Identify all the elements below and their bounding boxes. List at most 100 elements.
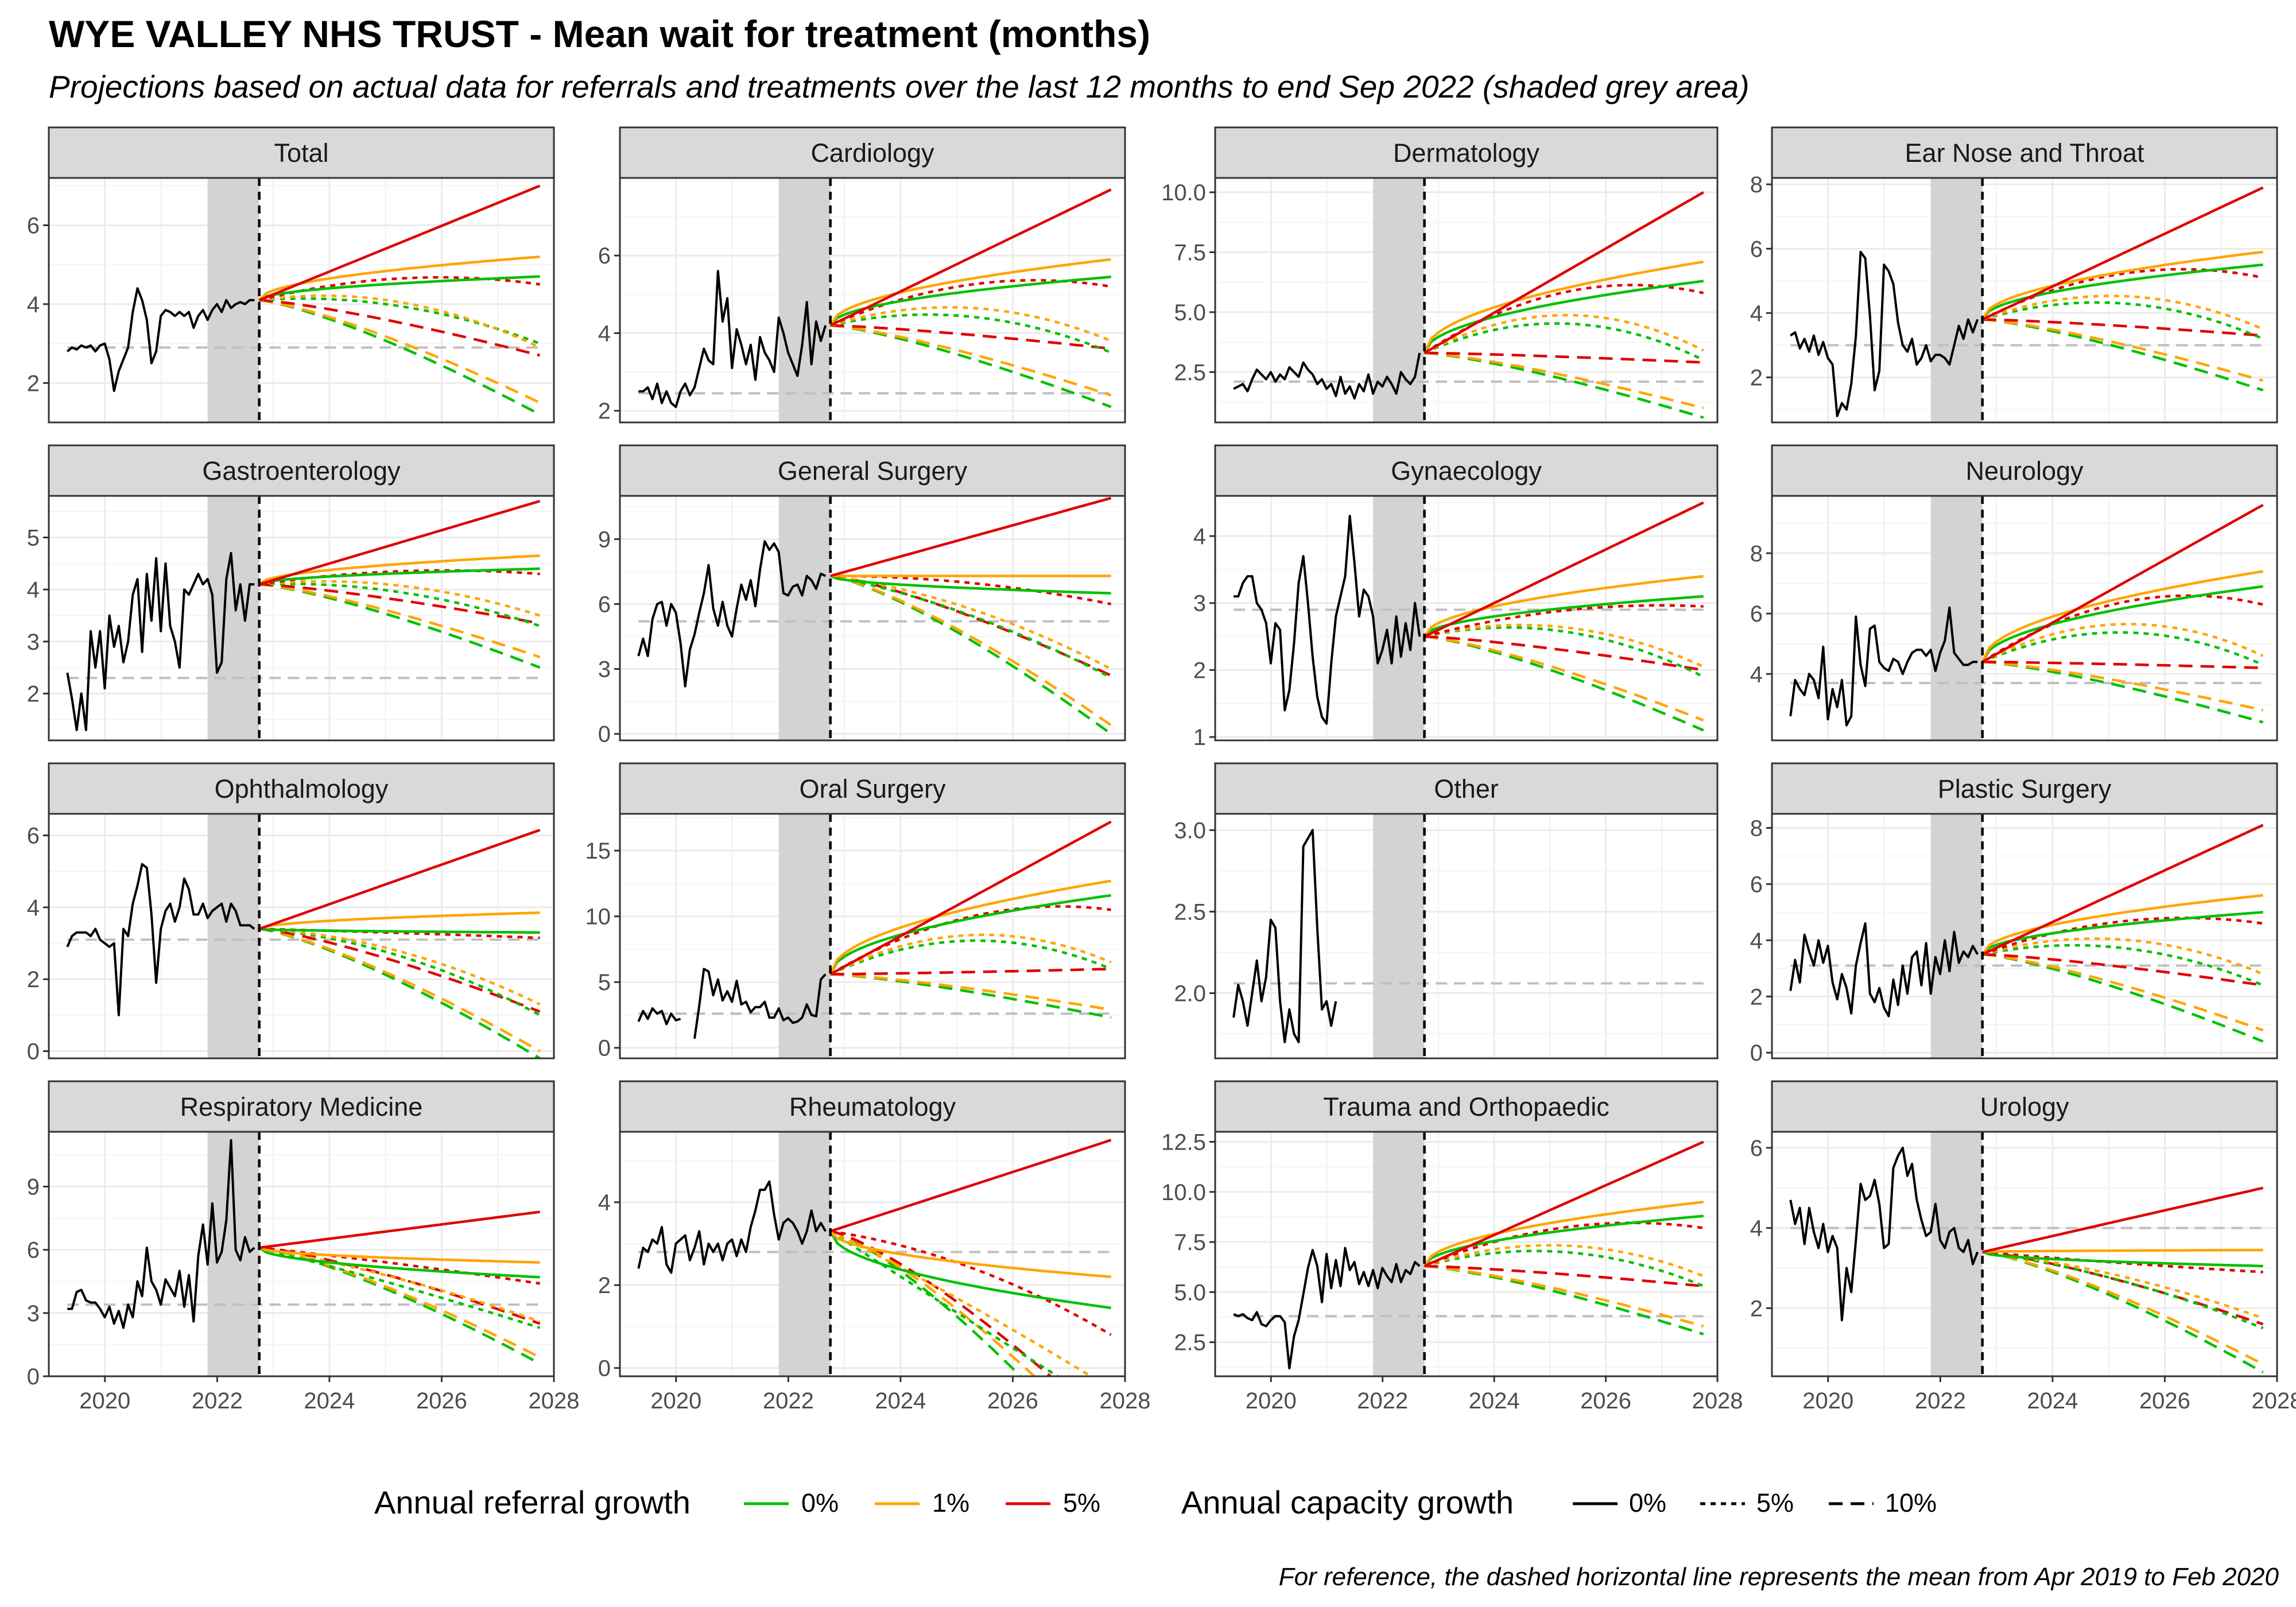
y-tick-label: 4 [27, 895, 40, 921]
facet-strip-label: Total [274, 138, 328, 168]
grid [1772, 814, 2277, 1058]
panel-border [1771, 813, 2278, 1059]
y-tick-label: 7.5 [1174, 1230, 1206, 1255]
x-tick-label: 2024 [2027, 1388, 2078, 1414]
y-tick-label: 4 [598, 1190, 611, 1216]
facet-strip-label: Respiratory Medicine [180, 1092, 423, 1121]
plot-area [637, 496, 1112, 740]
legend-referral-items: 0% 1% 5% [744, 1488, 1100, 1517]
plot-area [1233, 178, 1704, 422]
y-tick-label: 2.0 [1174, 981, 1206, 1006]
x-tick-label: 2026 [1580, 1388, 1631, 1414]
y-tick-label: 8 [1750, 172, 1763, 197]
projection-line-ref1-cap10 [1982, 661, 2264, 712]
y-tick-label: 0 [1750, 1041, 1763, 1066]
chart-subtitle: Projections based on actual data for ref… [49, 69, 1750, 104]
y-tick-label: 0 [598, 722, 611, 747]
facet-strip-label: Oral Surgery [799, 774, 946, 804]
panel-border [1771, 495, 2278, 742]
projection-line-ref1-cap10 [259, 927, 541, 1053]
projection-line-ref5-cap0 [259, 499, 541, 586]
facet-strip-label: Ophthalmology [215, 774, 389, 804]
panel-plastic-surgery: Plastic Surgery 0 2 4 6 8 [1750, 762, 2278, 1066]
projection-line-ref1-cap5 [1424, 313, 1704, 354]
facet-strip [1771, 444, 2278, 497]
projection-line-ref1-cap5 [259, 927, 541, 1006]
legend-label-ref-1pct: 1% [932, 1488, 969, 1517]
projection-line-ref0-cap5 [829, 939, 1112, 976]
projection-line-ref1-cap10 [259, 298, 541, 404]
projection-line-ref5-cap10 [259, 298, 541, 357]
legend-label-ref-0pct: 0% [801, 1488, 839, 1517]
projection-line-ref1-cap0 [258, 554, 540, 585]
projection-line-ref1-cap5 [259, 1246, 541, 1323]
y-tick-label: 6 [1750, 872, 1763, 897]
y-tick-label: 3 [598, 657, 611, 682]
projection-line-ref0-cap0 [829, 894, 1111, 975]
legend: Annual referral growth 0% 1% 5% Annual cap… [374, 1484, 1937, 1520]
x-tick-label: 2022 [192, 1388, 243, 1414]
projection-line-ref1-cap10 [830, 1230, 1037, 1376]
panel-other: Other 2.0 2.5 3.0 [1174, 762, 1719, 1059]
facet-strip [48, 1080, 555, 1133]
grid [49, 814, 554, 1058]
y-tick-label: 2 [27, 967, 40, 992]
y-tick-label: 2 [1750, 366, 1763, 391]
actual-series-line [66, 863, 255, 1016]
y-tick-label: 10.0 [1161, 1180, 1206, 1205]
projection-line-ref0-cap0 [259, 927, 540, 934]
grid [1772, 496, 2277, 740]
facet-strip [619, 126, 1126, 179]
plot-area [1232, 814, 1704, 1058]
facet-strip [1214, 1080, 1719, 1133]
x-tick-label: 2028 [529, 1388, 580, 1414]
projection-line-ref0-cap5 [259, 1246, 541, 1329]
y-tick-label: 4 [1750, 928, 1763, 953]
projection-line-ref5-cap10 [1424, 351, 1704, 364]
projection-line-ref5-cap0 [1981, 186, 2264, 321]
legend-capacity-items: 0% 5% 10% [1573, 1488, 1937, 1517]
plot-area [1233, 1132, 1704, 1376]
x-tick-label: 2020 [650, 1388, 701, 1414]
plot-area [67, 1132, 541, 1376]
projection-line-ref1-cap5 [1981, 294, 2264, 331]
y-tick-label: 9 [27, 1174, 40, 1200]
actual-series-line [1789, 606, 1978, 727]
projection-line-ref0-cap5 [1981, 631, 2264, 666]
panel-border [619, 813, 1126, 1059]
y-tick-label: 0 [598, 1036, 611, 1061]
projection-line-ref5-cap0 [1982, 1186, 2264, 1253]
projection-line-ref1-cap10 [1424, 1264, 1704, 1327]
projection-line-ref5-cap5 [830, 1230, 1112, 1336]
projection-line-ref5-cap0 [829, 820, 1112, 976]
shaded-period [778, 178, 831, 422]
y-tick-label: 6 [1750, 236, 1763, 262]
grid [1772, 178, 2277, 422]
facet-strip [1214, 762, 1719, 815]
projection-line-ref5-cap10 [830, 324, 1111, 350]
panel-cardiology: Cardiology 2 4 6 [598, 126, 1126, 424]
projection-line-ref5-cap5 [1424, 1221, 1704, 1268]
projection-line-ref5-cap0 [259, 1210, 540, 1249]
y-tick-label: 6 [27, 1238, 40, 1263]
panel-border [619, 495, 1126, 742]
projection-line-ref0-cap0 [829, 275, 1111, 327]
shaded-period [1930, 1132, 1983, 1376]
x-tick-label: 2028 [1692, 1388, 1743, 1414]
y-tick-label: 6 [1750, 601, 1763, 627]
projection-line-ref5-cap0 [1981, 824, 2264, 956]
projection-line-ref0-cap5 [1982, 1251, 2264, 1330]
shaded-period [778, 814, 831, 1058]
x-tick-label: 2020 [1246, 1388, 1297, 1414]
y-tick-label: 6 [27, 213, 40, 238]
projection-line-ref5-cap10 [1424, 635, 1704, 671]
actual-series-line [1234, 515, 1421, 725]
plot-area [66, 496, 541, 740]
facet-strip-label: Urology [1980, 1092, 2069, 1121]
facet-strip [1214, 444, 1719, 497]
facet-strip [1771, 126, 2278, 179]
shaded-period [1373, 496, 1425, 740]
panel-oral-surgery: Oral Surgery 0 5 10 15 [585, 762, 1126, 1061]
y-tick-label: 2 [1750, 984, 1763, 1010]
projection-line-ref0-cap5 [830, 575, 1112, 679]
